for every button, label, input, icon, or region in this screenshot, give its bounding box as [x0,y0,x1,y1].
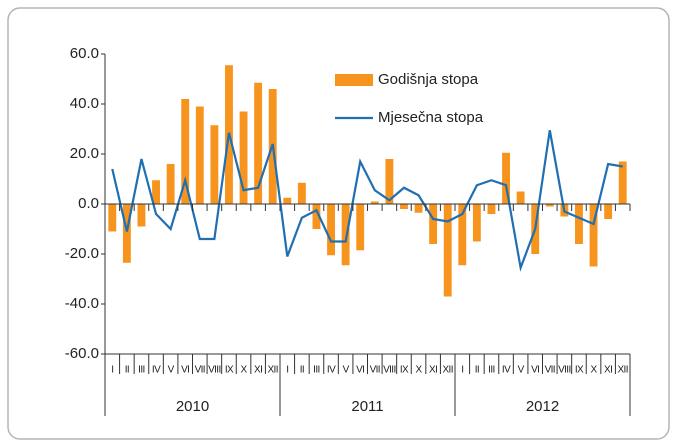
x-tick-label: IX [575,365,584,376]
x-tick-label: VI [181,365,189,376]
x-tick-label: I [461,365,463,376]
x-tick-label: IX [225,365,234,376]
bar [502,152,510,204]
year-label: 2010 [176,398,209,415]
bar [618,161,627,204]
x-tick-label: V [168,365,175,376]
bar [108,204,117,232]
bar [458,204,467,266]
x-tick-label: I [111,365,113,376]
bar [545,204,554,207]
x-tick-label: XII [267,365,277,376]
x-tick-label: II [125,365,129,376]
x-tick-label: V [518,365,525,376]
year-label: 2011 [351,398,383,415]
y-tick-label: -20.0 [65,245,99,262]
x-tick-label: II [300,365,304,376]
x-tick-label: VI [356,365,364,376]
x-tick-label: VIII [383,365,396,376]
x-tick-label: V [343,365,350,376]
legend-swatch [335,74,373,86]
bar [385,159,394,204]
x-tick-label: III [313,365,320,376]
bar [472,204,481,242]
bar [254,82,263,204]
bar [239,111,248,204]
x-tick-label: X [591,365,598,376]
bar [327,204,335,256]
legend-label: Mjesečna stopa [378,109,484,126]
bar [516,191,525,204]
bar [181,99,190,204]
x-tick-label: IV [502,365,511,376]
bar [341,204,350,266]
y-tick-label: 60.0 [70,45,99,62]
x-tick-label: IV [327,365,336,376]
line [111,130,623,272]
bar [122,204,131,263]
bar [297,182,306,204]
y-tick-label: 40.0 [70,95,99,112]
x-tick-label: VI [531,365,539,376]
x-tick-label: X [241,365,248,376]
bar [283,197,292,204]
bar [414,204,423,213]
year-label: 2012 [526,398,559,415]
bar [370,201,379,204]
bar [166,164,175,204]
y-tick-label: -60.0 [65,345,99,362]
y-tick-label: -40.0 [65,295,99,312]
bar [604,204,613,219]
x-tick-label: XI [429,365,437,376]
bar [356,204,365,251]
x-tick-label: IV [152,365,161,376]
x-tick-label: VIII [558,365,571,376]
x-tick-label: II [475,365,479,376]
bar [312,204,321,229]
x-tick-label: X [416,365,423,376]
bar [195,106,204,204]
x-tick-label: VIII [208,365,221,376]
x-tick-label: XII [617,365,627,376]
bar [589,204,598,267]
x-tick-label: III [488,365,495,376]
x-tick-label: VII [195,365,205,376]
bar [400,204,408,209]
card [7,7,670,440]
x-tick-label: VII [545,365,555,376]
y-tick-label: 0.0 [78,195,99,212]
x-tick-label: I [286,365,288,376]
x-tick-label: XI [254,365,262,376]
bar [137,204,146,227]
x-tick-label: III [138,365,145,376]
x-tick-label: XII [442,365,452,376]
y-tick-label: 20.0 [70,145,99,162]
bar [443,204,452,297]
bar [210,125,219,204]
bar [429,204,438,244]
legend-label: Godišnja stopa [378,71,479,88]
bar [152,180,160,204]
x-tick-label: VII [370,365,380,376]
x-tick-label: XI [604,365,612,376]
x-tick-label: IX [400,365,409,376]
bar [487,204,496,214]
bar [575,204,583,244]
